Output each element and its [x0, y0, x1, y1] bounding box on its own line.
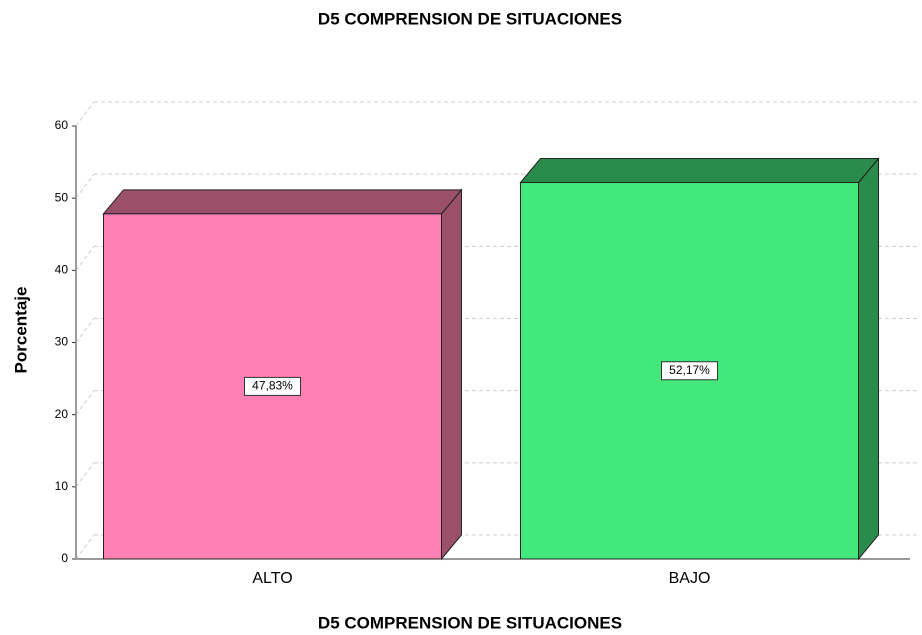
bar-side	[858, 157, 879, 561]
bar-top	[519, 158, 880, 184]
grid-diagonal	[75, 534, 95, 560]
y-axis-title: Porcentaje	[11, 287, 30, 374]
bar-top	[102, 189, 463, 215]
chart-title: D5 COMPRENSION DE SITUACIONES	[318, 9, 622, 28]
x-tick-label: ALTO	[252, 570, 292, 587]
value-label-box	[661, 361, 718, 381]
y-tick-label: 30	[55, 335, 69, 349]
grid-diagonal	[75, 390, 95, 415]
bar-side	[441, 188, 462, 561]
grid-diagonal	[75, 173, 95, 199]
x-axis-title: D5 COMPRENSION DE SITUACIONES	[318, 613, 622, 632]
y-tick-label: 40	[55, 263, 69, 277]
x-tick-label: BAJO	[669, 570, 711, 587]
value-label: 47,83%	[252, 379, 293, 393]
y-tick-label: 50	[55, 190, 69, 204]
y-tick-label: 20	[55, 407, 69, 421]
y-tick-label: 60	[55, 118, 69, 132]
grid-diagonal	[75, 462, 95, 488]
y-tick-label: 10	[55, 479, 69, 493]
grid-diagonal	[75, 246, 95, 271]
grid-diagonal	[75, 101, 95, 127]
grid-diagonal	[75, 318, 95, 343]
value-label: 52,17%	[669, 363, 710, 377]
y-tick-label: 0	[61, 551, 68, 565]
value-label-box	[244, 376, 301, 396]
